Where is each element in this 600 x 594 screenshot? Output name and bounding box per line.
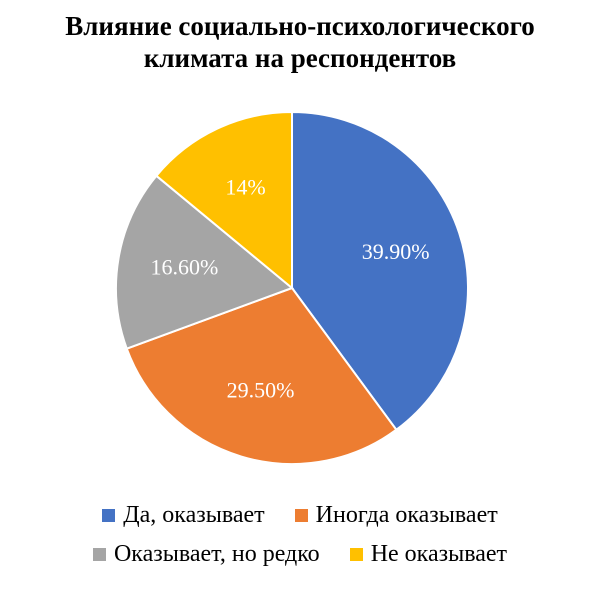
data-label: 16.60% [151, 255, 219, 280]
legend-swatch [92, 548, 106, 561]
legend-swatch [349, 548, 363, 561]
legend-label: Не оказывает [370, 541, 508, 567]
data-label: 39.90% [362, 239, 430, 264]
legend-label: Оказывает, но редко [113, 541, 320, 567]
legend-item: Да, оказывает [102, 502, 265, 529]
data-label: 29.50% [227, 378, 295, 403]
legend-item: Оказывает, но редко [92, 541, 320, 568]
pie-slice [291, 110, 469, 432]
legend-label: Иногда оказывает [315, 502, 498, 528]
legend-item: Иногда оказывает [294, 502, 498, 529]
chart-title: Влияние социально-психологического клима… [65, 11, 535, 73]
legend-label: Да, оказывает [123, 502, 265, 528]
legend-item: Не оказывает [349, 541, 508, 568]
legend-swatch [102, 509, 116, 522]
data-label: 14% [225, 174, 265, 199]
legend: Да, оказывает Иногда оказывает Оказывает, … [30, 502, 570, 568]
pie-slice [125, 286, 398, 465]
pie-slice [154, 110, 293, 291]
pie-slice [115, 174, 294, 350]
legend-swatch [294, 509, 308, 522]
